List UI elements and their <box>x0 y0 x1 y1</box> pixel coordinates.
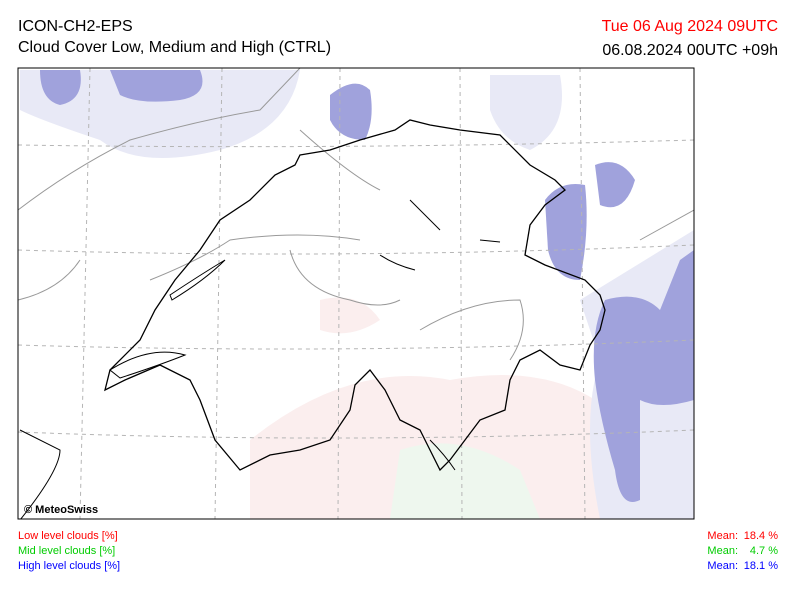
legend-label: Low level clouds [%] <box>18 530 118 542</box>
mean-value: 18.1 % <box>743 560 778 572</box>
run-time: 06.08.2024 00UTC +09h <box>602 42 778 59</box>
map-frame <box>17 67 695 520</box>
mean-label: Mean: <box>707 530 738 542</box>
mid-cloud-area <box>390 443 540 519</box>
model-name: ICON-CH2-EPS <box>18 18 133 35</box>
regional-borders <box>18 68 694 361</box>
credit: © MeteoSwiss <box>24 504 98 516</box>
mean-value: 4.7 % <box>749 545 778 557</box>
swiss-border <box>104 119 606 472</box>
mean-value: 18.4 % <box>743 530 778 542</box>
map-content <box>18 68 694 519</box>
valid-time: Tue 06 Aug 2024 09UTC <box>601 18 778 35</box>
map-title: Cloud Cover Low, Medium and High (CTRL) <box>18 39 332 56</box>
coast <box>19 429 61 519</box>
lakes <box>109 199 501 471</box>
high-cloud-dense <box>40 70 694 502</box>
graticule <box>18 68 694 519</box>
legend-label: Mid level clouds [%] <box>18 545 116 557</box>
mean-label: Mean: <box>707 545 738 557</box>
legend-label: High level clouds [%] <box>18 560 121 572</box>
mean-label: Mean: <box>707 560 738 572</box>
